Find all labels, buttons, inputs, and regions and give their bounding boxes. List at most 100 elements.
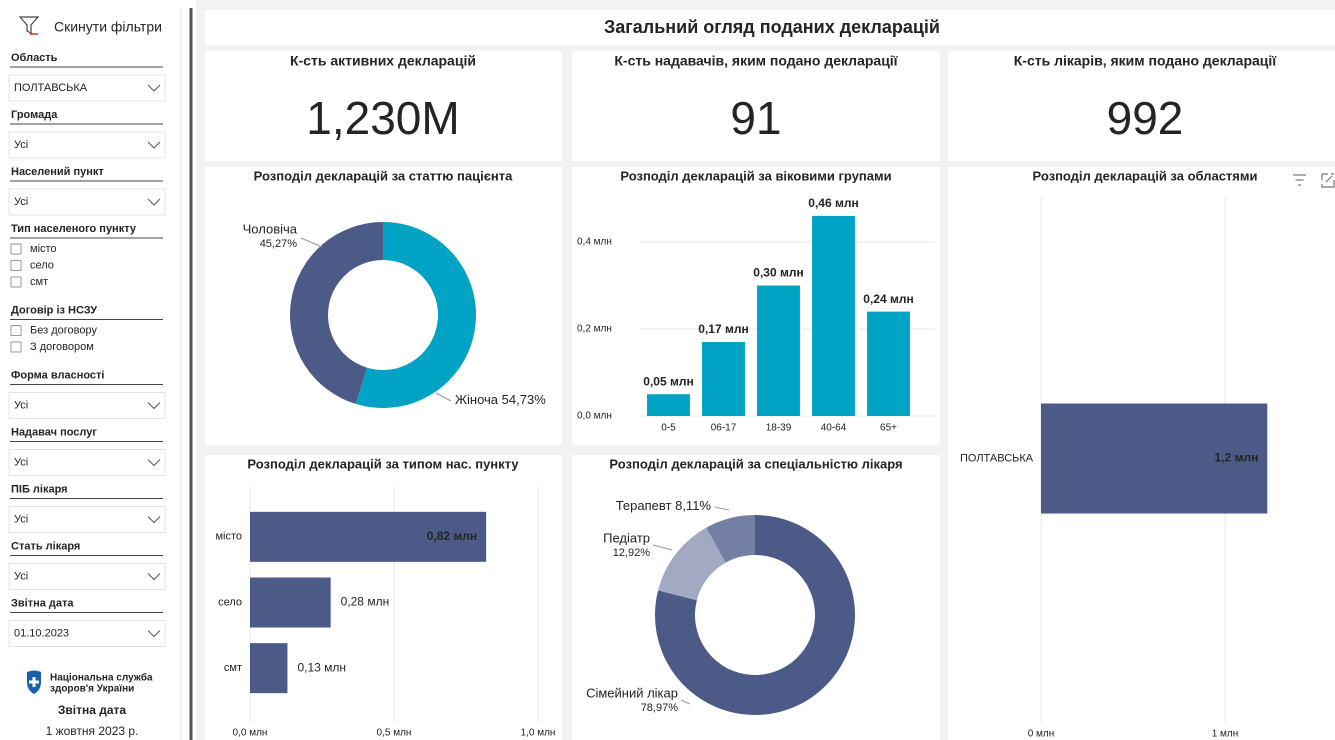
donut-segment xyxy=(658,527,726,601)
segment-value: 12,92% xyxy=(613,547,651,559)
segment-label: Чоловіча xyxy=(243,221,298,236)
dropdown-value: Усі xyxy=(14,139,28,151)
dropdown-value: Усі xyxy=(14,196,28,208)
y-tick-label: 0,0 млн xyxy=(577,411,612,422)
leader-line xyxy=(652,544,673,551)
y-category-label: місто xyxy=(215,531,242,543)
reset-filter-icon[interactable] xyxy=(18,16,40,35)
filter-label: Тип населеного пункту xyxy=(11,223,137,235)
dropdown-value: ПОЛТАВСЬКА xyxy=(14,82,88,94)
checkbox[interactable] xyxy=(10,260,22,271)
dropdown[interactable] xyxy=(8,506,166,533)
x-tick-label: 0-5 xyxy=(661,423,676,434)
filter-label: Надавач послуг xyxy=(11,426,97,438)
filter-label: Договір із НСЗУ xyxy=(11,304,97,316)
logo-text: Національна служба xyxy=(50,672,153,684)
kpi-tile xyxy=(572,51,940,161)
checkbox[interactable] xyxy=(10,325,22,336)
y-tick-label: 0,2 млн xyxy=(577,324,612,335)
x-tick-label: 40-64 xyxy=(821,423,847,434)
kpi-tile xyxy=(948,51,1335,161)
checkbox-label: Без договору xyxy=(30,324,97,336)
kpi-title: К-сть надавачів, яким подано декларації xyxy=(614,53,898,69)
bar-value-label: 1,2 млн xyxy=(1215,451,1259,465)
bar-value-label: 0,82 млн xyxy=(427,529,477,543)
dropdown[interactable] xyxy=(8,563,166,590)
y-category-label: смт xyxy=(224,662,242,674)
dropdown[interactable] xyxy=(8,620,166,647)
dropdown-value: Усі xyxy=(14,570,28,582)
bar-value-label: 0,30 млн xyxy=(753,266,803,280)
bar-value-label: 0,28 млн xyxy=(341,595,390,609)
dropdown-chevron xyxy=(147,630,161,638)
bar xyxy=(250,577,331,628)
focus-icon[interactable] xyxy=(1321,173,1335,188)
segment-name: Терапевт xyxy=(616,498,672,513)
filter-label: Громада xyxy=(11,109,58,121)
dropdown[interactable] xyxy=(8,74,166,102)
chart-title: Розподіл декларацій за типом нас. пункту xyxy=(247,456,519,471)
dropdown-value: Усі xyxy=(14,456,28,468)
bar-value-label: 0,13 млн xyxy=(297,660,346,674)
logo-icon xyxy=(27,670,41,694)
dropdown[interactable] xyxy=(8,188,166,216)
kpi-tile xyxy=(205,51,562,161)
checkbox[interactable] xyxy=(10,276,22,288)
segment-value: 54,73% xyxy=(502,392,547,407)
y-category-label: ПОЛТАВСЬКА xyxy=(960,452,1034,464)
dropdown-chevron xyxy=(147,573,161,581)
kpi-title: К-сть лікарів, яким подано декларації xyxy=(1014,53,1278,69)
donut-segment xyxy=(706,515,755,563)
filter-label: Стать лікаря xyxy=(11,540,80,552)
kpi-value: 91 xyxy=(730,92,781,144)
leader-line xyxy=(680,699,691,705)
checkbox-label: З договором xyxy=(30,341,94,353)
bar xyxy=(647,394,690,416)
bar xyxy=(702,342,745,416)
bar xyxy=(250,643,288,694)
filter-label: Область xyxy=(11,52,58,64)
checkbox-label: місто xyxy=(30,243,57,255)
segment-label: Жіноча 54,73% xyxy=(455,392,546,407)
dropdown[interactable] xyxy=(8,131,166,159)
bar-value-label: 0,46 млн xyxy=(808,196,858,210)
bar xyxy=(250,511,487,562)
dropdown-value: Усі xyxy=(14,399,28,411)
segment-label: Педіатр xyxy=(603,530,650,545)
x-tick-label: 1,0 млн xyxy=(521,728,556,739)
segment-value: 78,97% xyxy=(641,702,679,714)
x-tick-label: 1 млн xyxy=(1212,729,1239,740)
dropdown[interactable] xyxy=(8,392,166,419)
bar-value-label: 0,05 млн xyxy=(643,374,693,388)
segment-label: Терапевт 8,11% xyxy=(616,498,712,513)
x-tick-label: 0,5 млн xyxy=(377,728,412,739)
dropdown[interactable] xyxy=(8,449,166,476)
chart-title: Розподіл декларацій за спеціальністю лік… xyxy=(609,456,902,471)
filter-label: ПІБ лікаря xyxy=(11,483,68,495)
dropdown-chevron xyxy=(147,198,161,206)
bar xyxy=(812,215,855,416)
dropdown-value: Усі xyxy=(14,513,28,525)
chart-title: Розподіл декларацій за статтю пацієнта xyxy=(254,168,513,183)
bar xyxy=(1041,403,1268,514)
segment-name: Жіноча xyxy=(455,392,499,407)
dropdown-chevron xyxy=(147,516,161,524)
segment-label: Сімейний лікар xyxy=(586,685,678,700)
bar-value-label: 0,24 млн xyxy=(863,292,913,306)
leader-line xyxy=(300,237,323,248)
leader-line xyxy=(435,392,452,402)
filter-label: Населений пункт xyxy=(11,166,104,178)
checkbox-label: село xyxy=(30,259,54,271)
bar xyxy=(867,311,910,416)
chart-title: Розподіл декларацій за віковими групами xyxy=(620,168,891,183)
filter-icon[interactable] xyxy=(1293,174,1306,186)
dropdown-chevron xyxy=(147,141,161,149)
dropdown-value: 01.10.2023 xyxy=(14,627,69,639)
bar-value-label: 0,17 млн xyxy=(698,322,748,336)
donut-segment xyxy=(355,221,477,408)
checkbox[interactable] xyxy=(10,243,22,255)
reset-filters[interactable]: Скинути фільтри xyxy=(54,19,162,35)
checkbox[interactable] xyxy=(10,341,22,353)
